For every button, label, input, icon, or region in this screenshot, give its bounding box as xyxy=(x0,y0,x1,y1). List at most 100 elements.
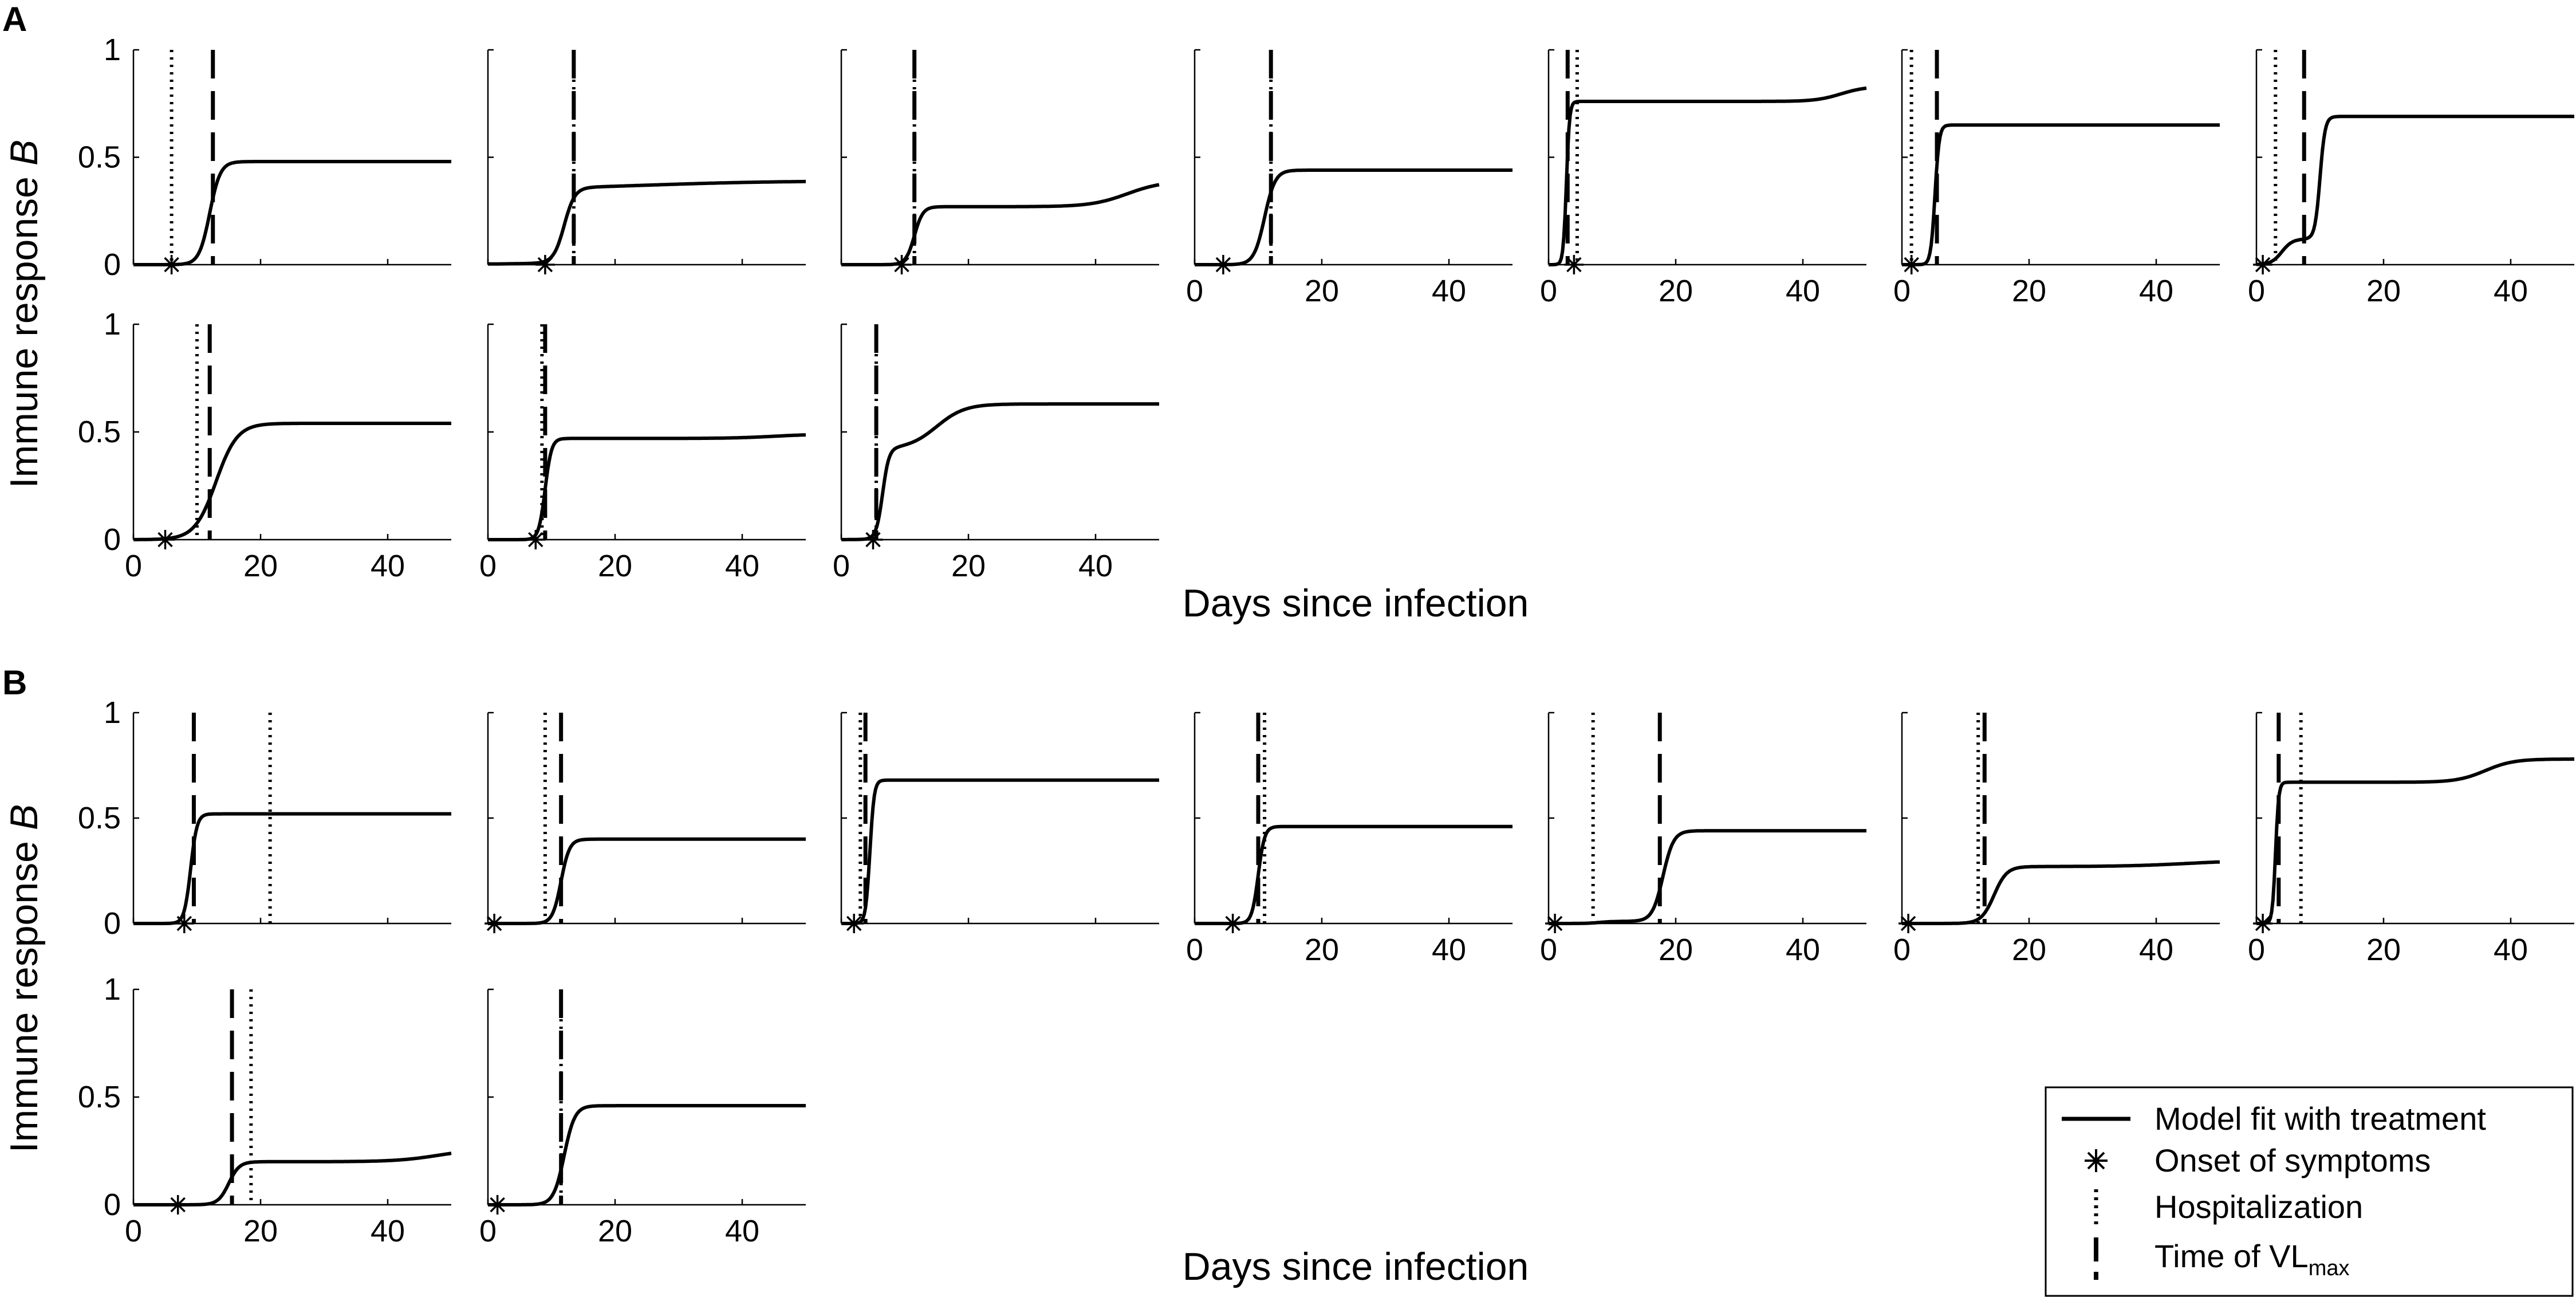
panel-a-subplot-3-fit-curve xyxy=(841,184,1159,265)
panel-b-subplot-7-fit-curve xyxy=(2256,759,2574,923)
panel-b-subplot-9-xtick-label: 0 xyxy=(479,1214,497,1248)
panel-a-subplot-8-xtick-label: 0 xyxy=(125,549,142,583)
panel-a-subplot-4: 0 20 40 xyxy=(1186,50,1512,308)
panel-b-subplot-5: 0 20 40 xyxy=(1540,713,1866,967)
panel-b-subplot-5-xtick-label: 40 xyxy=(1786,933,1820,967)
panel-b-subplot-1: 00.51 xyxy=(78,695,451,941)
panel-b-subplot-6-xtick-label: 0 xyxy=(1893,933,1911,967)
panel-a-subplot-7-onset-marker xyxy=(2253,255,2272,274)
panel-a-subplot-7-xtick-label: 0 xyxy=(2248,274,2265,308)
legend-vl-prefix: Time of VL xyxy=(2154,1238,2309,1274)
panel-b-subplot-1-ytick-label: 0 xyxy=(104,906,121,941)
panel-b-subplot-8-onset-marker xyxy=(168,1195,188,1215)
panel-a-subplot-4-fit-curve xyxy=(1195,170,1512,265)
panel-a-subplot-8-fit-curve xyxy=(133,423,451,540)
panel-a-subplot-8: 00.510 20 40 xyxy=(78,307,451,583)
panel-a-subplot-5-xtick-label: 40 xyxy=(1786,274,1820,308)
panel-b-subplot-8-xtick-label: 20 xyxy=(243,1214,278,1248)
panel-b-subplot-7-onset-marker xyxy=(2253,914,2272,933)
panel-b-subplot-9: 0 20 40 xyxy=(479,989,806,1248)
panel-b-subplot-6-onset-marker xyxy=(1898,914,1918,933)
ylabel-variable: B xyxy=(2,140,46,166)
panel-b-subplot-1-ytick-label: 1 xyxy=(104,695,121,730)
panel-b-subplot-9-fit-curve xyxy=(488,1106,806,1205)
ylabel-prefix: Immune response xyxy=(2,166,46,488)
panel-b-subplot-8: 0 0.5 1 0 20 40 xyxy=(78,972,451,1248)
legend-fit-label: Model fit with treatment xyxy=(2154,1101,2486,1137)
panel-b-subplot-7-xtick-label: 40 xyxy=(2494,933,2528,967)
panel-b-subplot-8-ytick-label: 1 xyxy=(104,972,121,1007)
panel-b-subplot-6-fit-curve xyxy=(1902,862,2220,923)
panel-a-subplot-4-xtick-label: 40 xyxy=(1432,274,1466,308)
panel-a-subplot-9: 0 20 40 xyxy=(479,324,806,583)
panel-a-subplot-4-onset-marker xyxy=(1214,255,1233,274)
panel-b-letter: B xyxy=(2,663,27,702)
panel-a-subplot-1: 00.51 xyxy=(78,33,451,282)
panel-b-subplot-8-xtick-label: 40 xyxy=(371,1214,405,1248)
panel-b-subplot-4-xtick-label: 20 xyxy=(1305,933,1339,967)
panel-b-subplot-1-ytick-label: 0.5 xyxy=(78,801,121,835)
panel-b-subplot-3-fit-curve xyxy=(841,780,1159,923)
panel-a-subplot-3 xyxy=(841,50,1159,274)
ylabel-prefix: Immune response xyxy=(2,830,46,1153)
panel-a: A Immune response B Days since infection… xyxy=(2,0,2574,625)
panel-a-subplot-10: 0 20 40 xyxy=(833,324,1159,583)
panel-b-y-axis-label: Immune response B xyxy=(2,804,46,1153)
panel-a-subplot-6-onset-marker xyxy=(1902,255,1921,274)
panel-a-subplot-1-ytick-label: 1 xyxy=(104,33,121,67)
panel-a-subplot-8-xtick-label: 40 xyxy=(371,549,405,583)
panel-b-x-axis-label: Days since infection xyxy=(1183,1245,1529,1288)
panel-b-subplot-9-onset-marker xyxy=(488,1195,507,1215)
panel-a-subplot-1-onset-marker xyxy=(162,255,182,274)
panel-a-subplot-2-fit-curve xyxy=(488,182,806,264)
panel-b-subplot-5-onset-marker xyxy=(1545,914,1565,933)
panel-a-subplot-6-xtick-label: 40 xyxy=(2139,274,2173,308)
panel-a-subplot-5-onset-marker xyxy=(1564,255,1584,274)
legend-onset-marker xyxy=(2085,1149,2108,1172)
panel-b-subplot-4-xtick-label: 40 xyxy=(1432,933,1466,967)
panel-a-subplot-6: 0 20 40 xyxy=(1893,50,2220,308)
panel-a-subplot-9-onset-marker xyxy=(526,530,545,549)
panel-a-subplot-6-xtick-label: 20 xyxy=(2012,274,2046,308)
panel-a-subplot-3-onset-marker xyxy=(892,255,912,274)
panel-a-subplot-5-xtick-label: 0 xyxy=(1540,274,1557,308)
panel-a-subplot-7-xtick-label: 20 xyxy=(2366,274,2401,308)
panel-a-subplot-9-xtick-label: 40 xyxy=(725,549,759,583)
panel-a-subplot-8-ytick-label: 1 xyxy=(104,307,121,341)
panel-b-subplot-1-fit-curve xyxy=(133,814,451,923)
panel-b-subplot-6-xtick-label: 40 xyxy=(2139,933,2173,967)
panel-a-subplot-4-xtick-label: 20 xyxy=(1305,274,1339,308)
panel-a-subplot-10-xtick-label: 20 xyxy=(951,549,986,583)
panel-a-subplot-10-xtick-label: 0 xyxy=(833,549,850,583)
panel-b-subplot-4: 0 20 40 xyxy=(1186,713,1512,967)
panel-b-subplot-3-onset-marker xyxy=(844,914,864,933)
panel-a-subplot-9-fit-curve xyxy=(488,435,806,540)
ylabel-variable: B xyxy=(2,804,46,830)
panel-b-subplot-2-fit-curve xyxy=(488,839,806,923)
panel-b-subplot-5-xtick-label: 20 xyxy=(1659,933,1693,967)
legend-vl-subscript: max xyxy=(2309,1256,2350,1280)
panel-a-y-axis-label: Immune response B xyxy=(2,140,46,489)
panel-b-subplot-8-ytick-label: 0 xyxy=(104,1188,121,1222)
panel-a-subplot-8-ytick-label: 0.5 xyxy=(78,415,121,449)
panel-b-subplot-7-xtick-label: 20 xyxy=(2366,933,2401,967)
panel-b-subplot-5-xtick-label: 0 xyxy=(1540,933,1557,967)
panel-a-subplot-5-fit-curve xyxy=(1549,88,1866,265)
panel-a-subplot-9-xtick-label: 0 xyxy=(479,549,497,583)
panel-b-subplot-2 xyxy=(485,713,806,933)
panel-b-subplot-4-xtick-label: 0 xyxy=(1186,933,1203,967)
panel-a-subplot-6-xtick-label: 0 xyxy=(1893,274,1911,308)
panel-a-subplot-1-fit-curve xyxy=(133,162,451,265)
panel-b-subplot-8-ytick-label: 0.5 xyxy=(78,1080,121,1114)
panel-b-subplot-6-xtick-label: 20 xyxy=(2012,933,2046,967)
panel-b-subplot-4-onset-marker xyxy=(1223,914,1243,933)
panel-a-subplot-2 xyxy=(488,50,806,274)
panel-a-subplot-6-fit-curve xyxy=(1902,125,2220,265)
panel-a-letter: A xyxy=(2,0,27,38)
panel-b-subplot-8-xtick-label: 0 xyxy=(125,1214,142,1248)
panel-b-subplot-9-xtick-label: 20 xyxy=(598,1214,632,1248)
panel-b-subplot-3 xyxy=(841,713,1159,933)
panel-b-subplot-8-fit-curve xyxy=(133,1153,451,1205)
